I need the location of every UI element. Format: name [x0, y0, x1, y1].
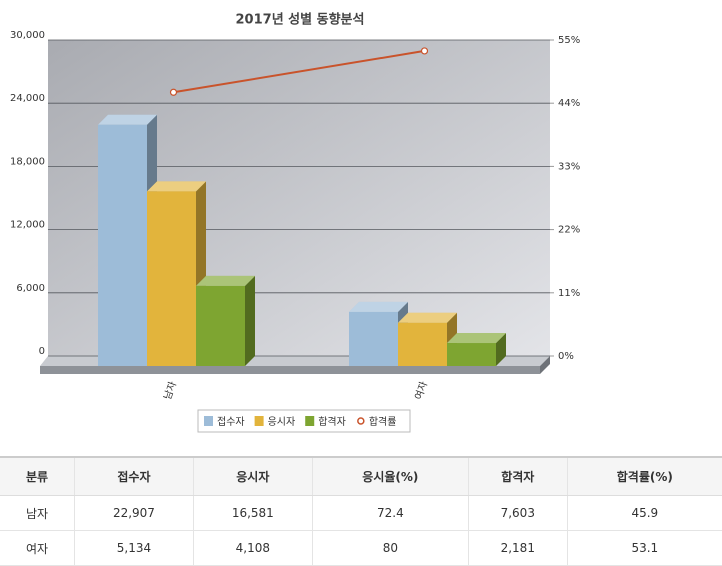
table-row: 분류 접수자 응시자 응시율(%) 합격자 합격률(%) — [0, 456, 722, 496]
y-tick-label: 6,000 — [16, 283, 45, 294]
legend-swatch — [254, 416, 264, 426]
header-cell: 합격률(%) — [566, 456, 722, 496]
header-cell: 합격자 — [467, 456, 568, 496]
bar-side-shade — [496, 333, 506, 366]
y-tick-label: 12,000 — [10, 220, 45, 231]
legend-label[interactable]: 접수자 — [217, 416, 245, 428]
table-cell: 4,108 — [192, 530, 313, 566]
table-cell: 72.4 — [311, 495, 469, 531]
bar-side-shade — [245, 275, 255, 366]
bar-top-shade — [398, 312, 457, 323]
header-cell: 분류 — [0, 456, 75, 496]
legend-label[interactable]: 합격자 — [318, 415, 346, 428]
table-cell: 2,181 — [467, 530, 568, 566]
y2-tick-label: 55% — [558, 35, 580, 46]
table-cell: 5,134 — [74, 530, 194, 566]
legend-swatch — [305, 416, 315, 426]
y-tick-label: 18,000 — [10, 156, 45, 167]
bar-top — [349, 301, 408, 312]
line-point — [420, 47, 429, 55]
floor-edge — [40, 366, 540, 374]
bar-top — [98, 114, 157, 125]
y-tick-label: 30,000 — [10, 30, 45, 41]
legend-label[interactable]: 합격률 — [369, 415, 397, 428]
header-cell: 접수자 — [74, 456, 194, 496]
table-cell: 남자 — [0, 495, 75, 531]
bar — [447, 343, 496, 366]
bar-top — [147, 181, 206, 192]
bar — [398, 322, 447, 366]
y-tick-label: 24,000 — [10, 93, 45, 104]
chart-title: 2017년 성별 동향분석 — [236, 12, 365, 28]
legend-swatch — [204, 416, 213, 426]
x-tick-label: 여자 — [413, 380, 431, 401]
table-cell: 7,603 — [467, 495, 568, 531]
header-cell: 응시율(%) — [311, 456, 469, 496]
line — [173, 49, 425, 94]
bar-top — [196, 275, 255, 286]
chart: 2017년 성별 동향분석 0 6,000 12,000 18,000 24,000 30… — [10, 12, 580, 433]
table-cell: 80 — [311, 530, 469, 566]
y2-tick-label: 11% — [558, 288, 580, 299]
y-tick-label: 0 — [39, 346, 45, 357]
bar-top-shade — [196, 275, 255, 286]
bar — [147, 191, 196, 366]
bar — [349, 311, 398, 366]
table-cell: 16,581 — [192, 495, 313, 531]
bar-top-shade — [349, 301, 408, 312]
y2-tick-label: 22% — [558, 225, 580, 236]
table-row: 여자 5,134 4,108 80 2,181 53.1 — [0, 530, 722, 566]
bar — [196, 285, 245, 366]
header-cell: 응시자 — [192, 456, 313, 496]
table-row: 남자 22,907 16,581 72.4 7,603 45.9 — [0, 495, 722, 531]
legend-swatch — [357, 417, 365, 425]
bar-side — [245, 275, 255, 366]
table-cell: 여자 — [0, 530, 75, 566]
bar-side — [496, 333, 506, 366]
y2-tick-label: 33% — [558, 161, 580, 172]
table-cell: 53.1 — [566, 530, 722, 566]
x-tick-label: 남자 — [162, 380, 180, 401]
bar-top-shade — [447, 333, 506, 344]
bar-top-shade — [147, 181, 206, 192]
legend-label[interactable]: 응시자 — [268, 416, 296, 428]
table-cell: 45.9 — [566, 495, 722, 531]
legend-box — [197, 409, 411, 433]
bar-top — [447, 333, 506, 344]
data-table: 분류 접수자 응시자 응시율(%) 합격자 합격률(%) 남자 22,907 16,581 72.… — [0, 456, 722, 566]
y2-tick-label: 44% — [558, 98, 580, 109]
floor-side — [540, 356, 550, 374]
bar-top-shade — [98, 114, 157, 125]
line-point — [169, 88, 178, 96]
bar — [98, 124, 147, 366]
table-cell: 22,907 — [74, 495, 194, 531]
bar-top — [398, 312, 457, 323]
y2-tick-label: 0% — [558, 351, 574, 362]
